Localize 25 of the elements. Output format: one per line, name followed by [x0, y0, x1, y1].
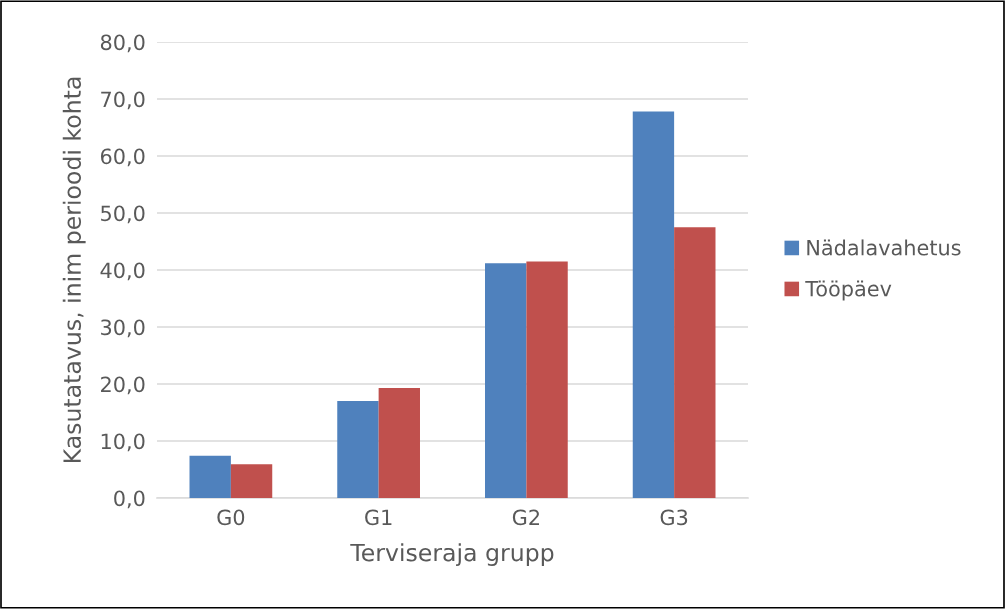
y-tick-label: 20,0 [101, 376, 145, 395]
y-axis-title: Kasutatavus, inim perioodi kohta [62, 77, 86, 463]
y-tick-label: 40,0 [100, 262, 145, 281]
y-tick-label: 80,0 [100, 34, 145, 53]
x-tick-label: G1 [365, 509, 392, 526]
bar [189, 455, 231, 498]
y-tick-label: 10,0 [101, 433, 145, 452]
y-tick-label: 50,0 [101, 205, 145, 224]
legend-label: Tööpäev [805, 280, 892, 301]
y-tick-label: 70,0 [101, 91, 145, 110]
bar [230, 464, 273, 498]
y-tick-label: 30,0 [101, 319, 145, 338]
y-tick-label: 0,0 [114, 490, 145, 509]
legend-label: Nädalavahetus [807, 239, 961, 256]
x-tick-label: G3 [660, 509, 688, 526]
bar [485, 263, 527, 498]
bar [337, 401, 379, 498]
x-tick-label: G0 [217, 509, 245, 526]
bar [378, 387, 420, 498]
bar [632, 111, 675, 498]
x-axis-title: Terviseraja grupp [350, 543, 554, 567]
x-tick-label: G2 [512, 509, 539, 526]
y-tick-label: 60,0 [100, 148, 145, 167]
bar [526, 261, 568, 498]
bar [674, 227, 716, 498]
